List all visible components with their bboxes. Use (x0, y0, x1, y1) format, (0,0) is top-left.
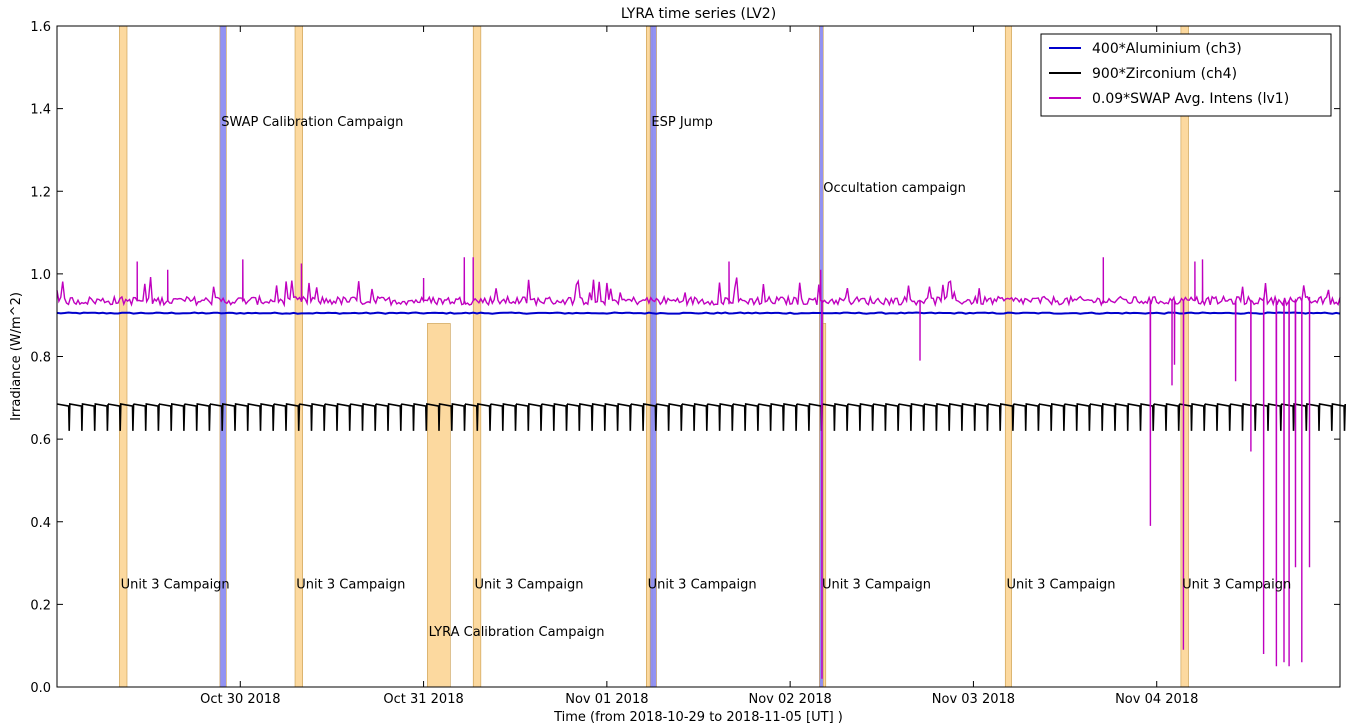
y-tick-label: 0.4 (30, 516, 51, 531)
y-tick-label: 1.4 (30, 103, 51, 118)
x-axis-label: Time (from 2018-10-29 to 2018-11-05 [UT]… (553, 710, 843, 725)
annotation-label: Unit 3 Campaign (296, 578, 405, 593)
annotation-label: Unit 3 Campaign (822, 578, 931, 593)
chart-title: LYRA time series (LV2) (621, 6, 776, 22)
axis-ticks: 0.0 0.2 0.4 0.6 0.8 1.0 1.2 1.4 1.6 Oct 30 2018 Oc… (30, 20, 1340, 707)
annotation-label: LYRA Calibration Campaign (429, 625, 605, 640)
annotation-label: SWAP Calibration Campaign (221, 115, 403, 130)
annotation-label: Occultation campaign (823, 181, 966, 196)
annotation-label: Unit 3 Campaign (121, 578, 230, 593)
y-tick-label: 1.2 (30, 185, 51, 200)
annotation-label: Unit 3 Campaign (474, 578, 583, 593)
series-line-zirconium (56, 403, 1346, 431)
annotation-label: Unit 3 Campaign (1182, 578, 1291, 593)
x-tick-label: Nov 03 2018 (932, 692, 1015, 707)
legend-label: 400*Aluminium (ch3) (1092, 41, 1242, 57)
annotation-label: ESP Jump (651, 115, 712, 130)
y-tick-label: 0.8 (30, 351, 51, 366)
series-line-swap (56, 257, 1341, 679)
y-tick-label: 0.6 (30, 433, 51, 448)
x-tick-label: Oct 30 2018 (200, 692, 280, 707)
annotations: Unit 3 Campaign Unit 3 Campaign Unit 3 Cam… (121, 115, 1292, 640)
y-tick-label: 1.6 (30, 20, 51, 35)
y-tick-label: 0.0 (30, 681, 51, 696)
annotation-label: Unit 3 Campaign (648, 578, 757, 593)
legend-label: 0.09*SWAP Avg. Intens (lv1) (1092, 91, 1289, 107)
x-tick-label: Nov 02 2018 (749, 692, 832, 707)
x-tick-label: Nov 04 2018 (1115, 692, 1198, 707)
plot-frame (56, 25, 1341, 688)
y-tick-label: 0.2 (30, 598, 51, 613)
chart-legend: 400*Aluminium (ch3) 900*Zirconium (ch4) 0.… (1040, 33, 1332, 117)
x-tick-label: Nov 01 2018 (565, 692, 648, 707)
legend-box (1040, 33, 1332, 117)
legend-label: 900*Zirconium (ch4) (1092, 66, 1237, 82)
annotation-label: Unit 3 Campaign (1007, 578, 1116, 593)
series-line-aluminium (56, 311, 1341, 315)
x-tick-label: Oct 31 2018 (383, 692, 463, 707)
y-tick-label: 1.0 (30, 268, 51, 283)
data-lines (56, 257, 1346, 679)
y-axis-label: Irradiance (W/m^2) (9, 292, 24, 421)
